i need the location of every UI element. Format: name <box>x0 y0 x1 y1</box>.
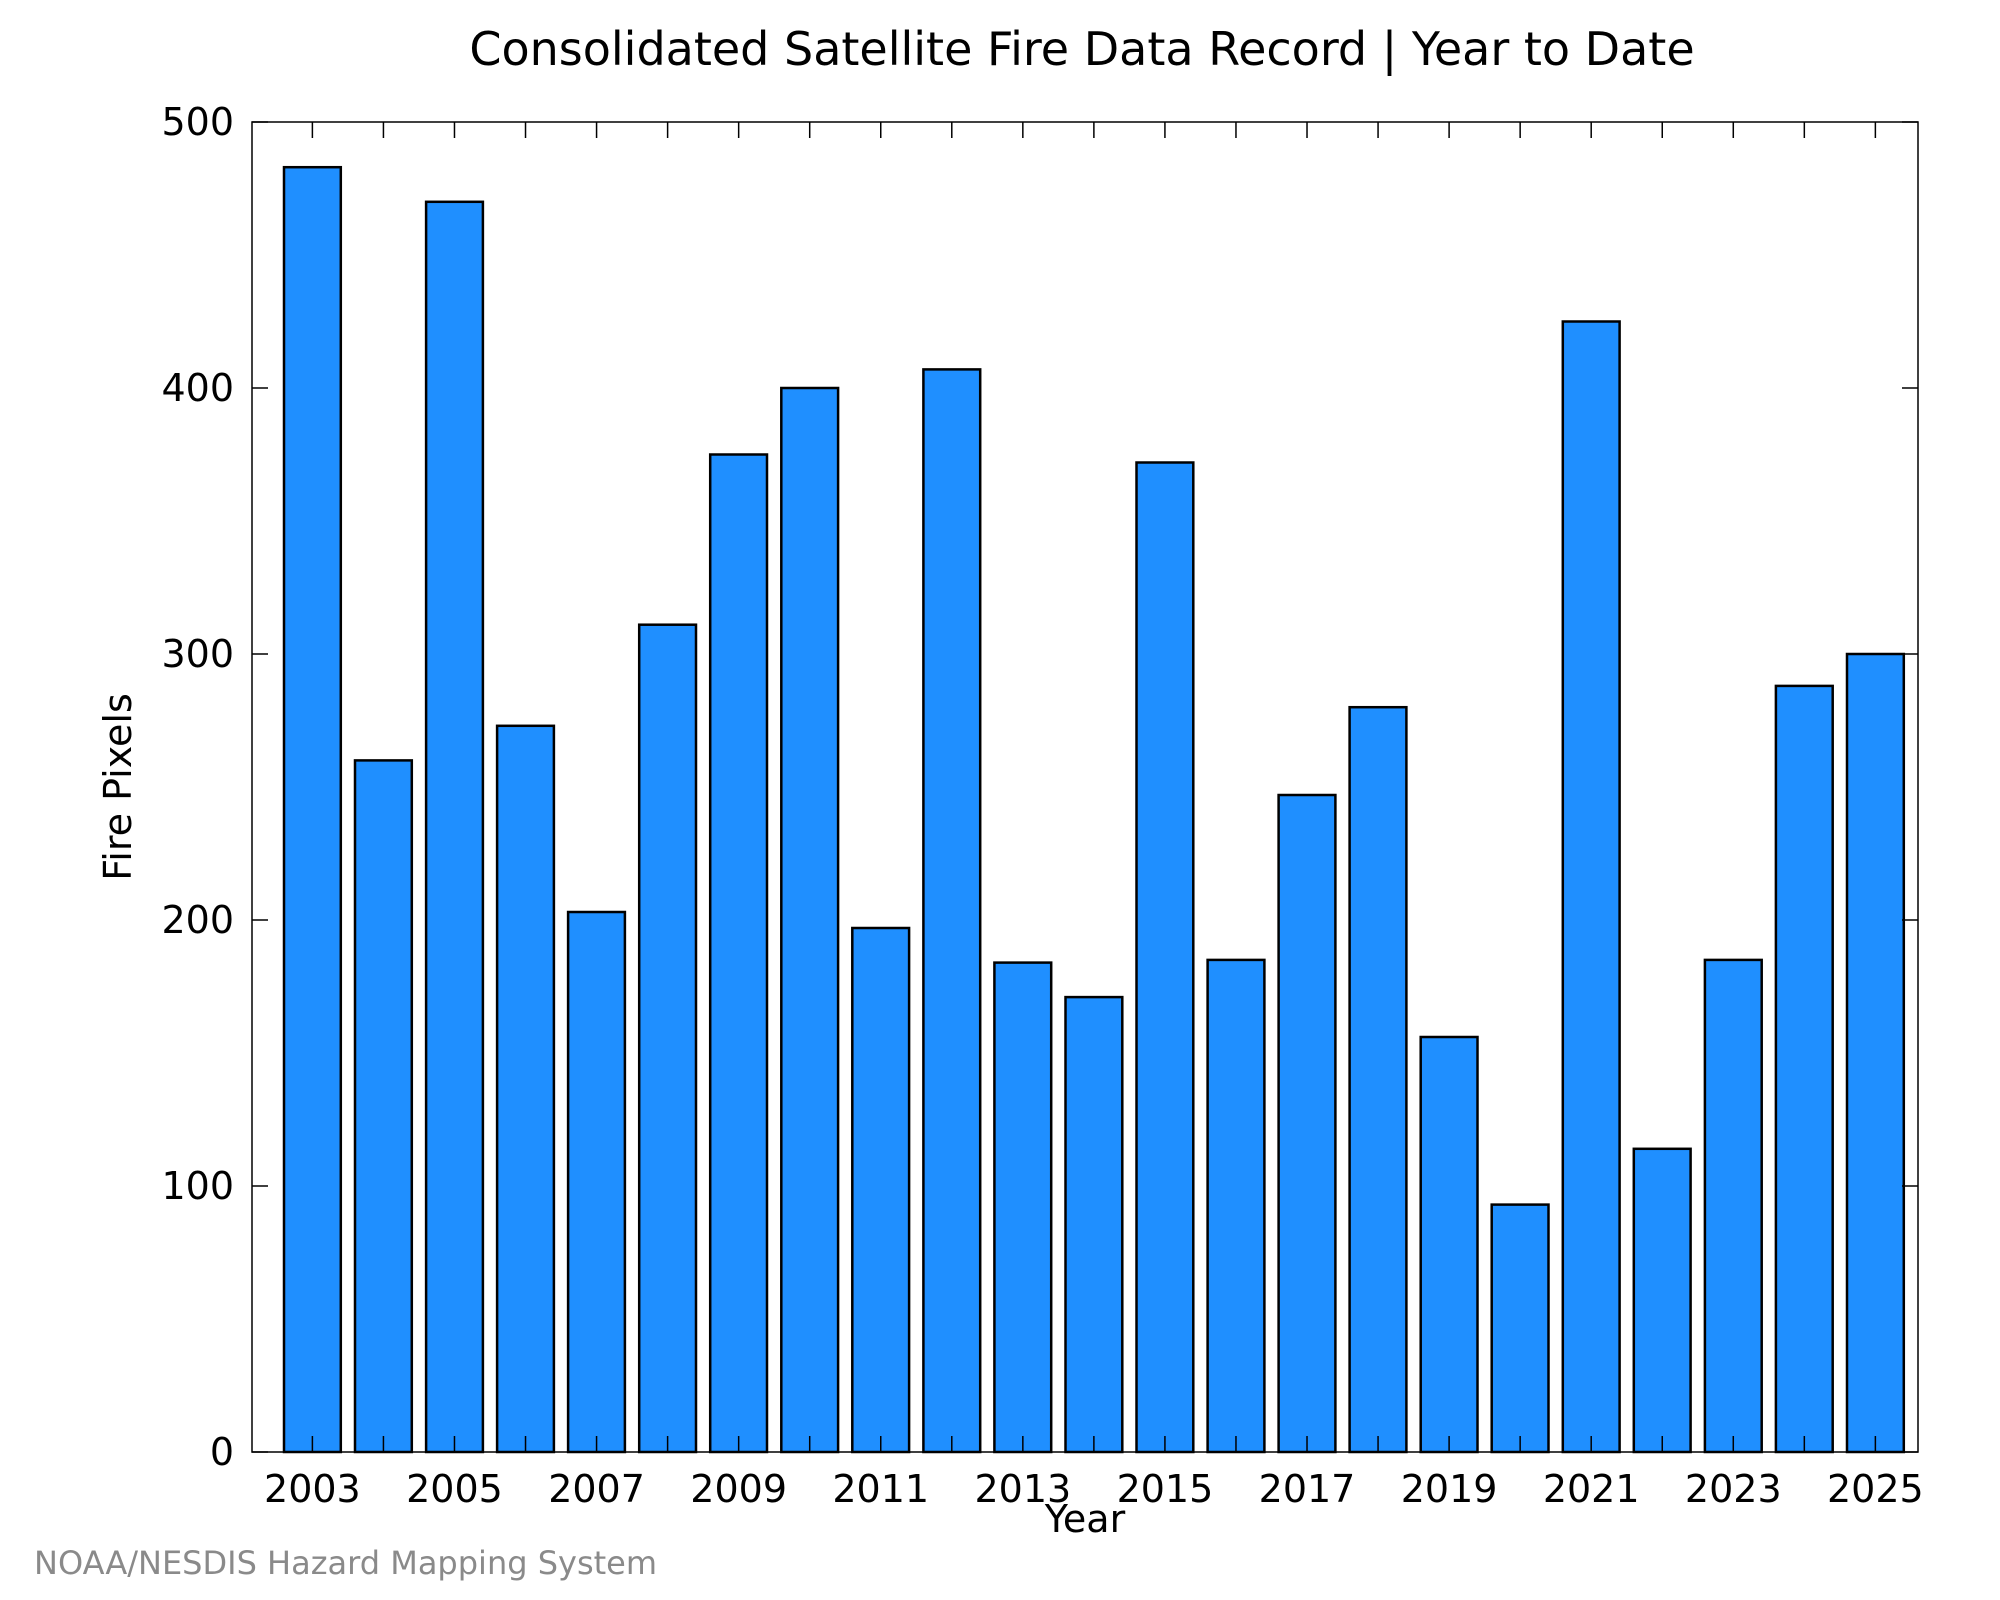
bar-2017 <box>1277 793 1337 1454</box>
bar-2010 <box>780 386 840 1454</box>
bar-2022 <box>1632 1147 1692 1454</box>
bar-2025 <box>1845 652 1906 1454</box>
bar-2024 <box>1774 684 1834 1454</box>
plot-frame <box>251 121 1919 1453</box>
bars-group <box>282 165 1906 1454</box>
y-tick-label: 400 <box>161 366 234 410</box>
bar-2012 <box>922 368 982 1454</box>
x-tick-label: 2013 <box>974 1467 1071 1511</box>
x-axis: 2003 2005 2007 2009 2011 2013 2015 2017 2019 2021… <box>264 122 1924 1511</box>
chart-title: Consolidated Satellite Fire Data Record … <box>469 22 1694 77</box>
x-tick-label: 2005 <box>406 1467 503 1511</box>
bar-2011 <box>851 926 911 1454</box>
x-tick-label: 2003 <box>264 1467 361 1511</box>
bar-2009 <box>708 453 769 1454</box>
y-axis-label: Fire Pixels <box>96 693 140 881</box>
x-tick-label: 2017 <box>1259 1467 1356 1511</box>
bar-2005 <box>424 200 485 1454</box>
y-tick-label: 200 <box>161 898 234 942</box>
bar-2014 <box>1064 995 1124 1454</box>
bar-2004 <box>353 759 414 1454</box>
y-tick-label: 100 <box>161 1164 234 1208</box>
y-tick-label: 0 <box>210 1430 234 1474</box>
bar-2023 <box>1703 958 1763 1454</box>
bar-2008 <box>637 623 698 1454</box>
x-tick-label: 2011 <box>832 1467 929 1511</box>
bar-2019 <box>1419 1035 1479 1454</box>
x-tick-label: 2021 <box>1543 1467 1640 1511</box>
x-axis-label: Year <box>1044 1497 1126 1541</box>
source-credit: NOAA/NESDIS Hazard Mapping System <box>34 1544 657 1582</box>
x-tick-label: 2025 <box>1827 1467 1924 1511</box>
y-axis: 0 100 200 300 400 500 <box>161 100 1918 1474</box>
y-tick-label: 300 <box>161 632 234 676</box>
bar-2006 <box>495 724 556 1454</box>
x-tick-label: 2019 <box>1401 1467 1498 1511</box>
bar-2015 <box>1135 461 1195 1454</box>
x-tick-label: 2023 <box>1685 1467 1782 1511</box>
bar-2003 <box>282 165 343 1454</box>
bar-2020 <box>1490 1203 1550 1454</box>
x-tick-label: 2007 <box>548 1467 645 1511</box>
bar-2021 <box>1561 320 1621 1454</box>
y-tick-label: 500 <box>161 100 234 144</box>
bar-2016 <box>1206 958 1266 1454</box>
bar-2013 <box>993 961 1053 1454</box>
bar-2007 <box>566 910 627 1454</box>
bar-2018 <box>1348 705 1408 1454</box>
x-tick-label: 2015 <box>1117 1467 1214 1511</box>
x-tick-label: 2009 <box>690 1467 787 1511</box>
